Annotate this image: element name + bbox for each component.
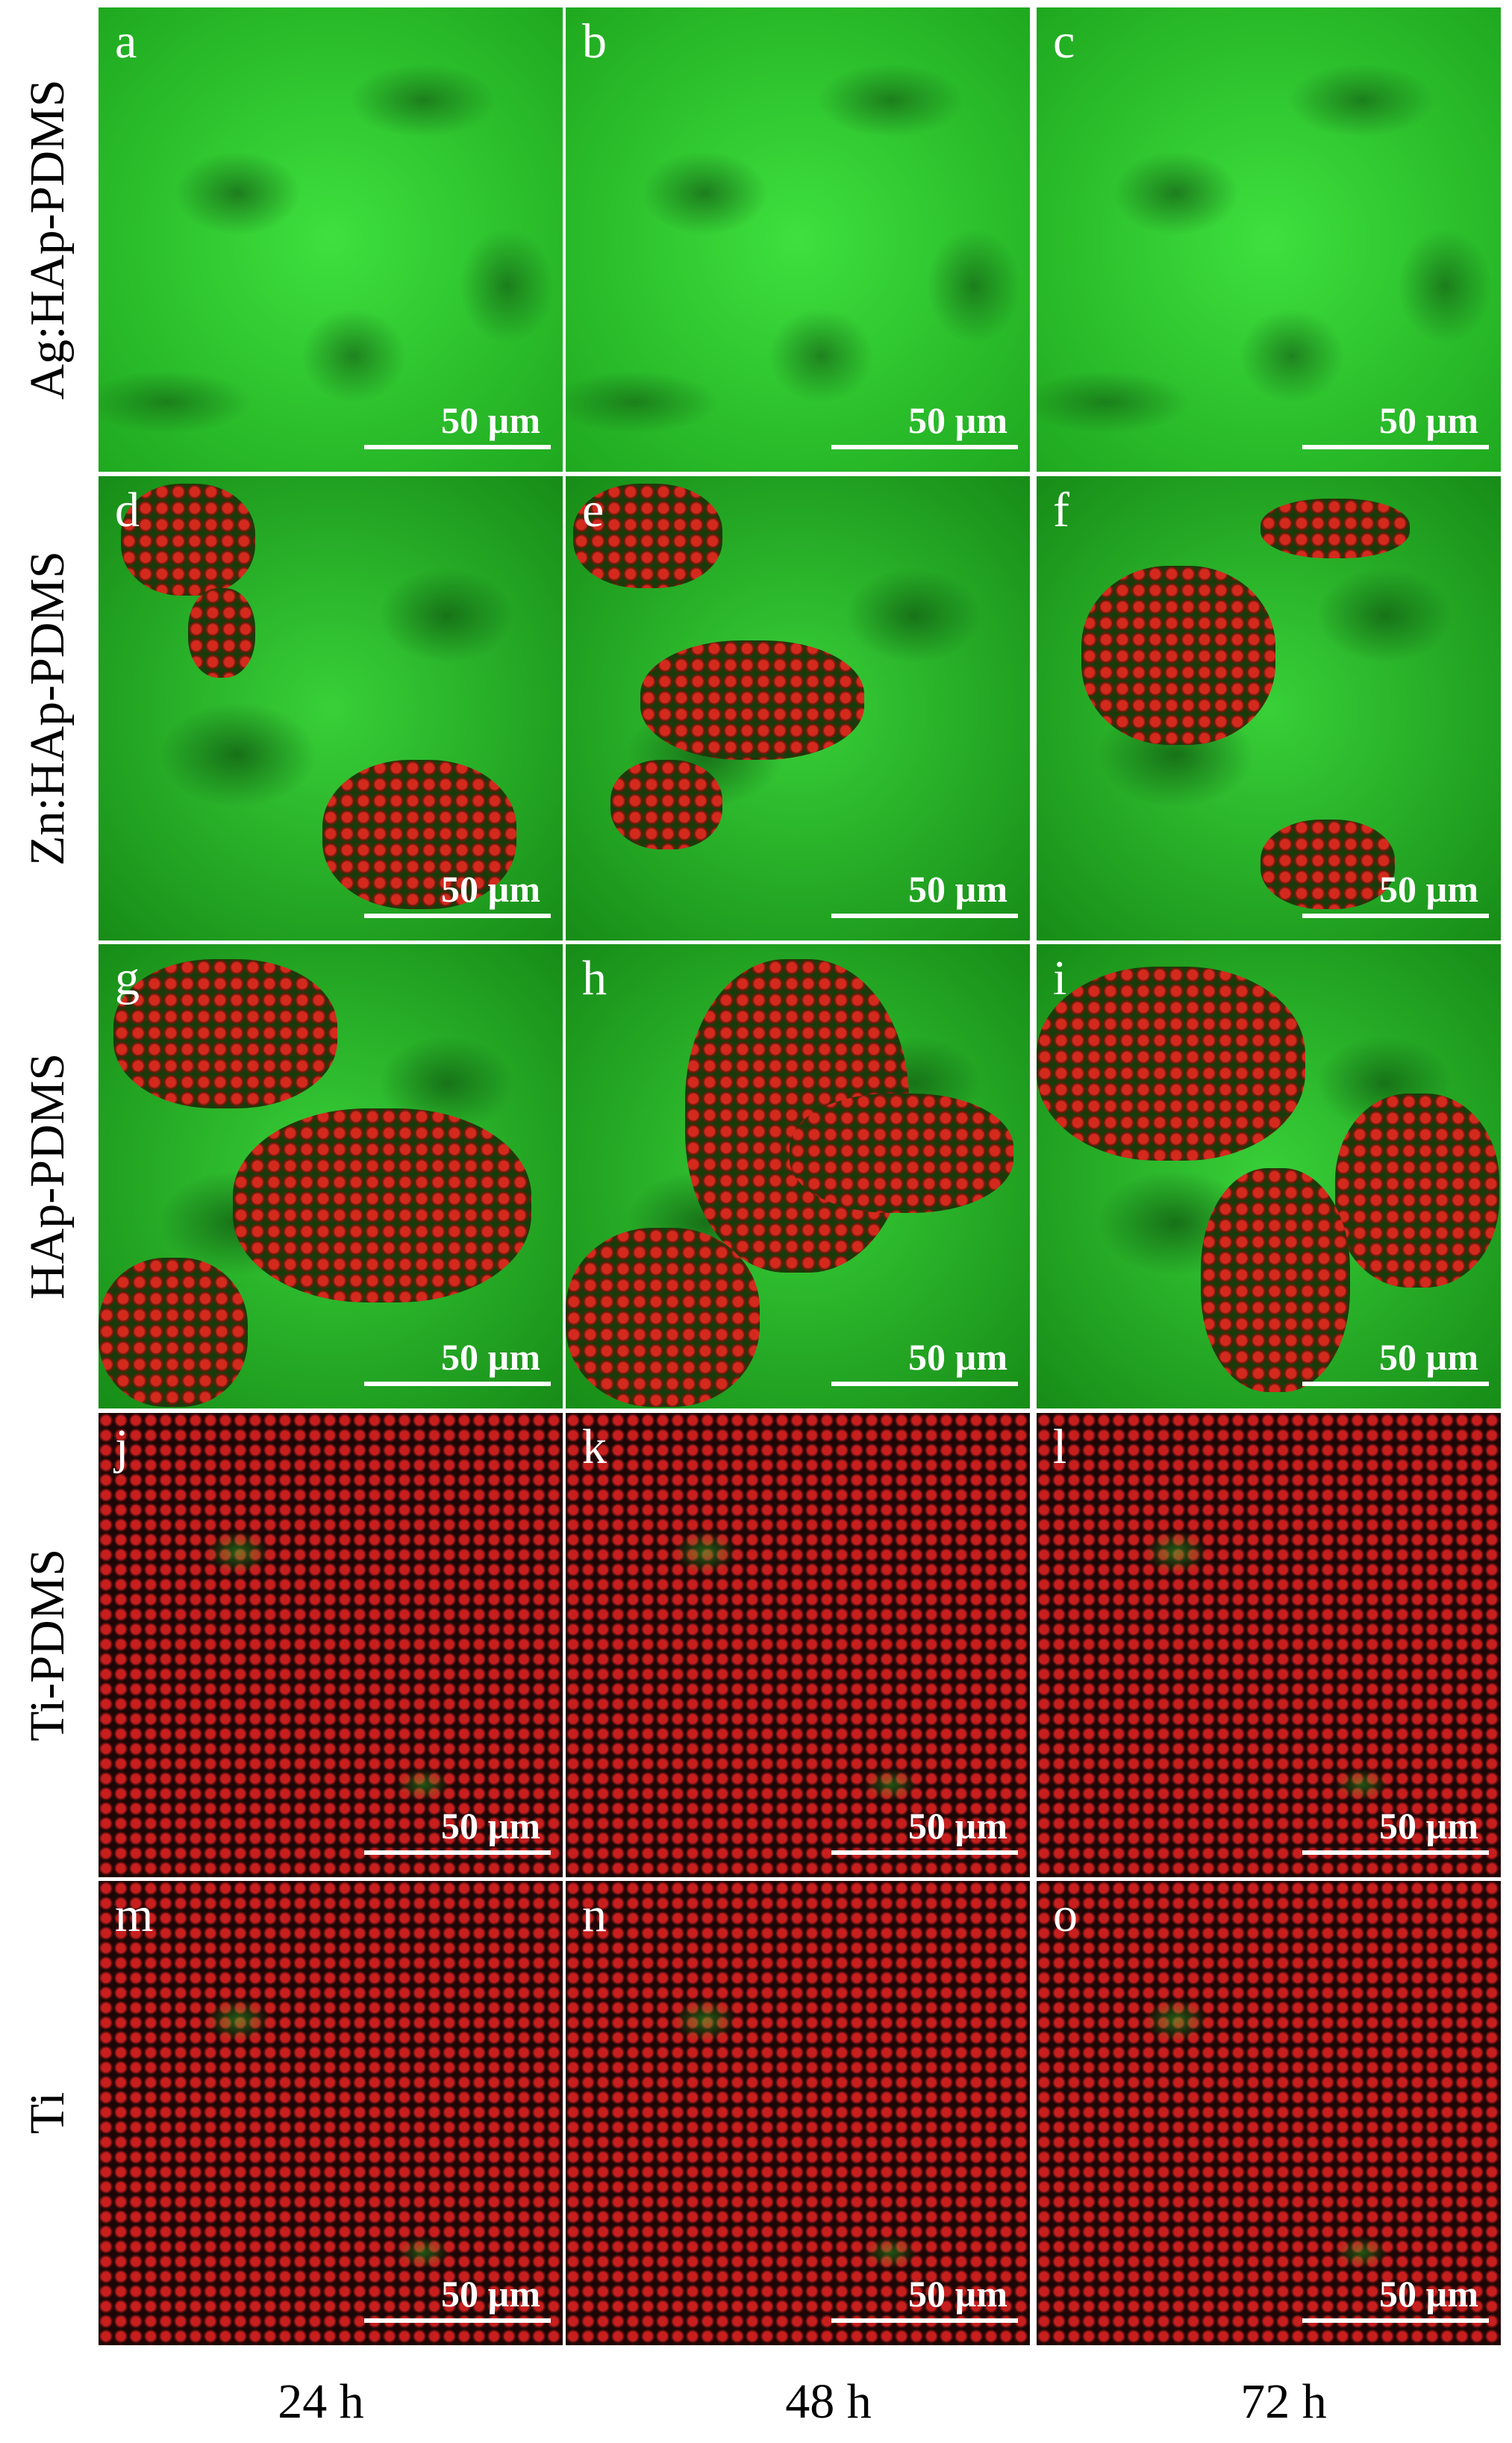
panel-letter: l	[1053, 1420, 1067, 1474]
panel-letter: n	[582, 1888, 607, 1942]
panel-letter: a	[115, 14, 137, 69]
panel-letter: c	[1053, 14, 1075, 69]
panel-letter: d	[115, 483, 140, 537]
panel-letter: e	[582, 483, 605, 537]
micrograph: k 50 µm	[566, 1413, 1030, 1877]
micrograph: l 50 µm	[1037, 1413, 1501, 1877]
cell-cluster	[322, 760, 516, 909]
scale-bar-line	[364, 445, 551, 449]
scale-bar-label: 50 µm	[441, 2273, 540, 2315]
scale-bar-label: 50 µm	[908, 868, 1008, 910]
scale-bar-line	[831, 914, 1018, 918]
row-label: Ti-PDMS	[20, 1548, 75, 1742]
scale-bar-label: 50 µm	[441, 1336, 540, 1378]
cell-cluster	[233, 1108, 531, 1302]
scale-bar-line	[1302, 2318, 1489, 2323]
micrograph: i 50 µm	[1037, 944, 1501, 1408]
column-label: 72 h	[1240, 2374, 1327, 2429]
row-label: Zn:HAp-PDMS	[20, 551, 75, 866]
micrograph: n 50 µm	[566, 1881, 1030, 2345]
micrograph: h 50 µm	[566, 944, 1030, 1408]
row-label: Ti	[20, 2091, 75, 2135]
scale-bar-line	[1302, 445, 1489, 449]
scale-bar-line	[364, 1850, 551, 1855]
cell-cluster	[121, 484, 255, 596]
cell-cluster	[1260, 820, 1395, 909]
micrograph: d 50 µm	[99, 476, 563, 940]
cell-cluster	[1081, 566, 1275, 745]
panel-letter: b	[582, 14, 607, 69]
scale-bar-label: 50 µm	[1379, 1336, 1478, 1378]
scale-bar-line	[1302, 1850, 1489, 1855]
panel-letter: k	[582, 1420, 607, 1474]
scale-bar-line	[831, 2318, 1018, 2323]
panel-letter: o	[1053, 1888, 1078, 1942]
panel-letter: g	[115, 951, 140, 1005]
cell-cluster	[99, 1258, 248, 1407]
scale-bar-label: 50 µm	[441, 399, 540, 441]
scale-bar-label: 50 µm	[1379, 1805, 1478, 1847]
scale-bar-label: 50 µm	[441, 1805, 540, 1847]
panel-letter: m	[115, 1888, 154, 1942]
scale-bar-label: 50 µm	[908, 399, 1008, 441]
cell-cluster	[610, 760, 722, 849]
micrograph: a 50 µm	[99, 7, 563, 472]
scale-bar-line	[364, 1382, 551, 1386]
column-label: 48 h	[785, 2374, 872, 2429]
scale-bar-label: 50 µm	[441, 868, 540, 910]
cell-cluster	[1260, 499, 1410, 558]
cell-cluster	[1201, 1168, 1350, 1392]
scale-bar-label: 50 µm	[1379, 868, 1478, 910]
panel-letter: i	[1053, 951, 1067, 1005]
scale-bar-line	[1302, 1382, 1489, 1386]
micrograph: o 50 µm	[1037, 1881, 1501, 2345]
micrograph: j 50 µm	[99, 1413, 563, 1877]
row-label: Ag:HAp-PDMS	[20, 79, 75, 400]
scale-bar-line	[1302, 914, 1489, 918]
cell-cluster	[640, 640, 864, 760]
micrograph: g 50 µm	[99, 944, 563, 1408]
column-label: 24 h	[278, 2374, 364, 2429]
cell-cluster	[573, 484, 722, 588]
scale-bar-label: 50 µm	[908, 1805, 1008, 1847]
cell-cluster	[790, 1093, 1013, 1213]
panel-letter: f	[1053, 483, 1069, 537]
cell-cluster	[113, 959, 337, 1108]
panel-letter: h	[582, 951, 607, 1005]
scale-bar-line	[831, 1850, 1018, 1855]
panel-letter: j	[115, 1420, 129, 1474]
micrograph: c 50 µm	[1037, 7, 1501, 472]
scale-bar-line	[364, 914, 551, 918]
row-label: HAp-PDMS	[20, 1052, 75, 1300]
scale-bar-label: 50 µm	[908, 2273, 1008, 2315]
cell-cluster	[566, 1228, 760, 1407]
scale-bar-line	[364, 2318, 551, 2323]
scale-bar-label: 50 µm	[1379, 399, 1478, 441]
cell-cluster	[188, 588, 255, 678]
scale-bar-label: 50 µm	[908, 1336, 1008, 1378]
scale-bar-line	[831, 1382, 1018, 1386]
scale-bar-line	[831, 445, 1018, 449]
cell-cluster	[1335, 1093, 1499, 1288]
micrograph: b 50 µm	[566, 7, 1030, 472]
micrograph: f 50 µm	[1037, 476, 1501, 940]
micrograph: m 50 µm	[99, 1881, 563, 2345]
scale-bar-label: 50 µm	[1379, 2273, 1478, 2315]
cell-cluster	[1037, 967, 1305, 1161]
micrograph: e 50 µm	[566, 476, 1030, 940]
